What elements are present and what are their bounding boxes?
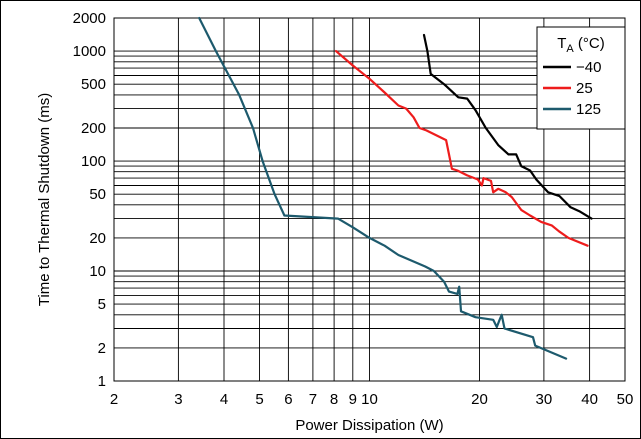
y-tick-label: 500: [81, 76, 106, 93]
series-line-0: [422, 33, 593, 220]
x-axis-title: Power Dissipation (W): [295, 417, 443, 434]
y-axis-title: Time to Thermal Shutdown (ms): [36, 93, 53, 306]
y-tick-label: 10: [89, 263, 106, 280]
legend-title: TA (°C): [557, 35, 605, 55]
y-tick-label: 200: [81, 120, 106, 137]
y-tick-label: 50: [89, 186, 106, 203]
y-tick-label: 100: [81, 153, 106, 170]
legend-title-subscript: A: [566, 43, 574, 55]
plot-border: [113, 17, 626, 382]
y-tick-label: 2: [98, 340, 106, 357]
x-tick-label: 6: [284, 391, 292, 408]
legend-box: [536, 26, 626, 130]
x-tick-label: 9: [349, 391, 357, 408]
legend-title-unit: (°C): [574, 35, 605, 52]
x-tick-label: 40: [581, 391, 598, 408]
y-tick-label: 5: [98, 296, 106, 313]
y-tick-label: 1: [98, 373, 106, 390]
x-tick-label: 30: [536, 391, 553, 408]
x-tick-label: 3: [174, 391, 182, 408]
legend-title-main: T: [557, 35, 566, 52]
series-line-1: [334, 49, 589, 247]
x-tick-label: 50: [617, 391, 634, 408]
series-lines: [198, 16, 593, 360]
x-tick-label: 20: [471, 391, 488, 408]
y-tick-label: 2000: [73, 10, 106, 27]
x-tick-label: 8: [330, 391, 338, 408]
x-tick-label: 2: [110, 391, 118, 408]
legend-items: −40 25 125: [543, 59, 601, 118]
y-tick-labels: 1 2 5 10 20 50 100 200 500 1000 2000: [73, 10, 106, 390]
y-tick-label: 20: [89, 230, 106, 247]
legend-label-1: 25: [576, 80, 593, 97]
legend: TA (°C) −40 25 125: [536, 26, 626, 130]
x-tick-label: 10: [361, 391, 378, 408]
legend-label-2: 125: [576, 101, 601, 118]
legend-label-0: −40: [576, 59, 601, 76]
x-tick-label: 4: [220, 391, 228, 408]
series-line-2: [198, 16, 568, 360]
x-tick-label: 5: [255, 391, 263, 408]
x-tick-labels: 2 3 4 5 6 7 8 9 10 20 30 40 50: [110, 391, 634, 408]
x-tick-label: 7: [309, 391, 317, 408]
y-tick-label: 1000: [73, 43, 106, 60]
